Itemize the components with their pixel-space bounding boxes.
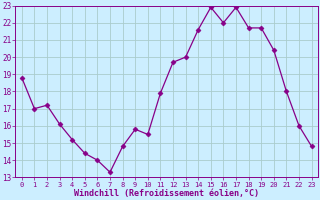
X-axis label: Windchill (Refroidissement éolien,°C): Windchill (Refroidissement éolien,°C) (74, 189, 259, 198)
